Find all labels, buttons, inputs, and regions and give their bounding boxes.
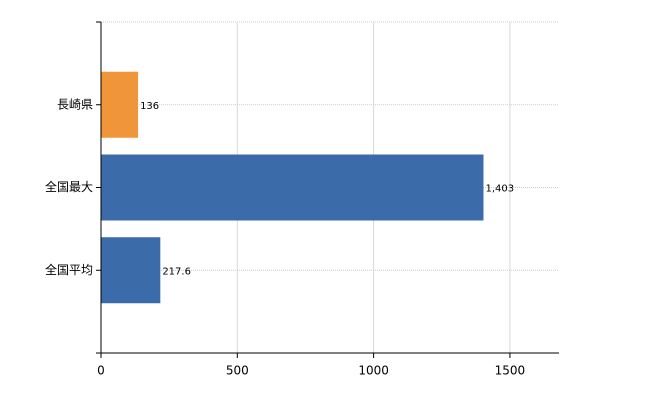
x-tick-label: 1500 [495, 364, 526, 378]
bar [101, 154, 484, 221]
y-tick-label: 長崎県 [57, 97, 93, 111]
y-tick-label: 全国最大 [45, 179, 93, 194]
value-label: 1,403 [485, 184, 514, 195]
y-tick-label: 全国平均 [45, 262, 93, 277]
bar [101, 71, 139, 138]
x-tick-label: 1000 [358, 364, 389, 378]
value-label: 136 [140, 101, 159, 112]
x-tick-label: 500 [226, 364, 249, 378]
x-tick-label: 0 [97, 364, 105, 378]
bar [101, 237, 161, 304]
value-label: 217.6 [162, 266, 191, 277]
